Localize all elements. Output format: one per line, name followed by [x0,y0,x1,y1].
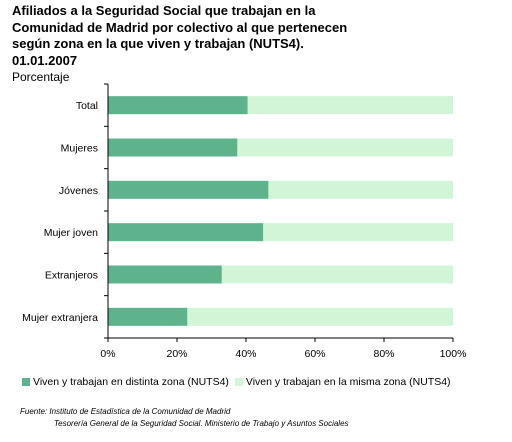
legend-swatch-misma [234,378,243,386]
source-line-1: Fuente: Instituto de Estadística de la C… [20,407,231,416]
chart-title-line: según zona en la que viven y trabajan (N… [12,36,304,51]
x-tick-label: 100% [440,348,467,360]
bar-distinta [108,96,248,115]
bar-distinta [108,138,238,157]
x-tick-label: 40% [235,348,256,360]
chart-title-line: Comunidad de Madrid por colectivo al que… [12,19,348,35]
source-line-2: Tesorería General de la Seguridad Social… [54,419,349,428]
x-tick-label: 0% [100,348,115,360]
x-tick-label: 20% [166,348,187,360]
bar-misma [247,96,453,115]
category-label: Mujer extranjera [22,312,98,324]
legend-item-distinta: Viven y trabajan en distinta zona (NUTS4… [22,376,229,388]
bar-distinta [108,265,222,284]
bar-distinta [108,223,264,242]
category-label: Mujer joven [44,227,98,239]
chart-title-line: 01.01.2007 [12,52,78,68]
bar-misma [221,265,453,284]
legend-swatch-distinta [22,378,30,386]
bar-distinta [108,180,269,199]
chart-title: Afiliados a la Seguridad Social que trab… [12,3,412,69]
legend: Viven y trabajan en distinta zona (NUTS4… [22,376,457,388]
legend-item-misma: Viven y trabajan en la misma zona (NUTS4… [234,376,451,388]
category-label: Jóvenes [59,185,98,197]
category-label: Mujeres [61,143,98,155]
bar-misma [187,307,453,326]
x-tick-label: 60% [304,348,325,360]
bar-misma [263,223,453,242]
x-tick-label: 80% [373,348,394,360]
category-label: Extranjeros [45,270,98,282]
legend-label-distinta: Viven y trabajan en distinta zona (NUTS4… [33,376,229,388]
category-label: Total [76,100,98,112]
bar-misma [268,180,453,199]
bar-misma [237,138,453,157]
bar-distinta [108,307,188,326]
legend-label-misma: Viven y trabajan en la misma zona (NUTS4… [245,376,451,388]
source-note: Fuente: Instituto de Estadística de la C… [20,406,349,430]
chart-title-line: Afiliados a la Seguridad Social que trab… [12,3,316,18]
unit-label: Porcentaje [12,70,70,84]
